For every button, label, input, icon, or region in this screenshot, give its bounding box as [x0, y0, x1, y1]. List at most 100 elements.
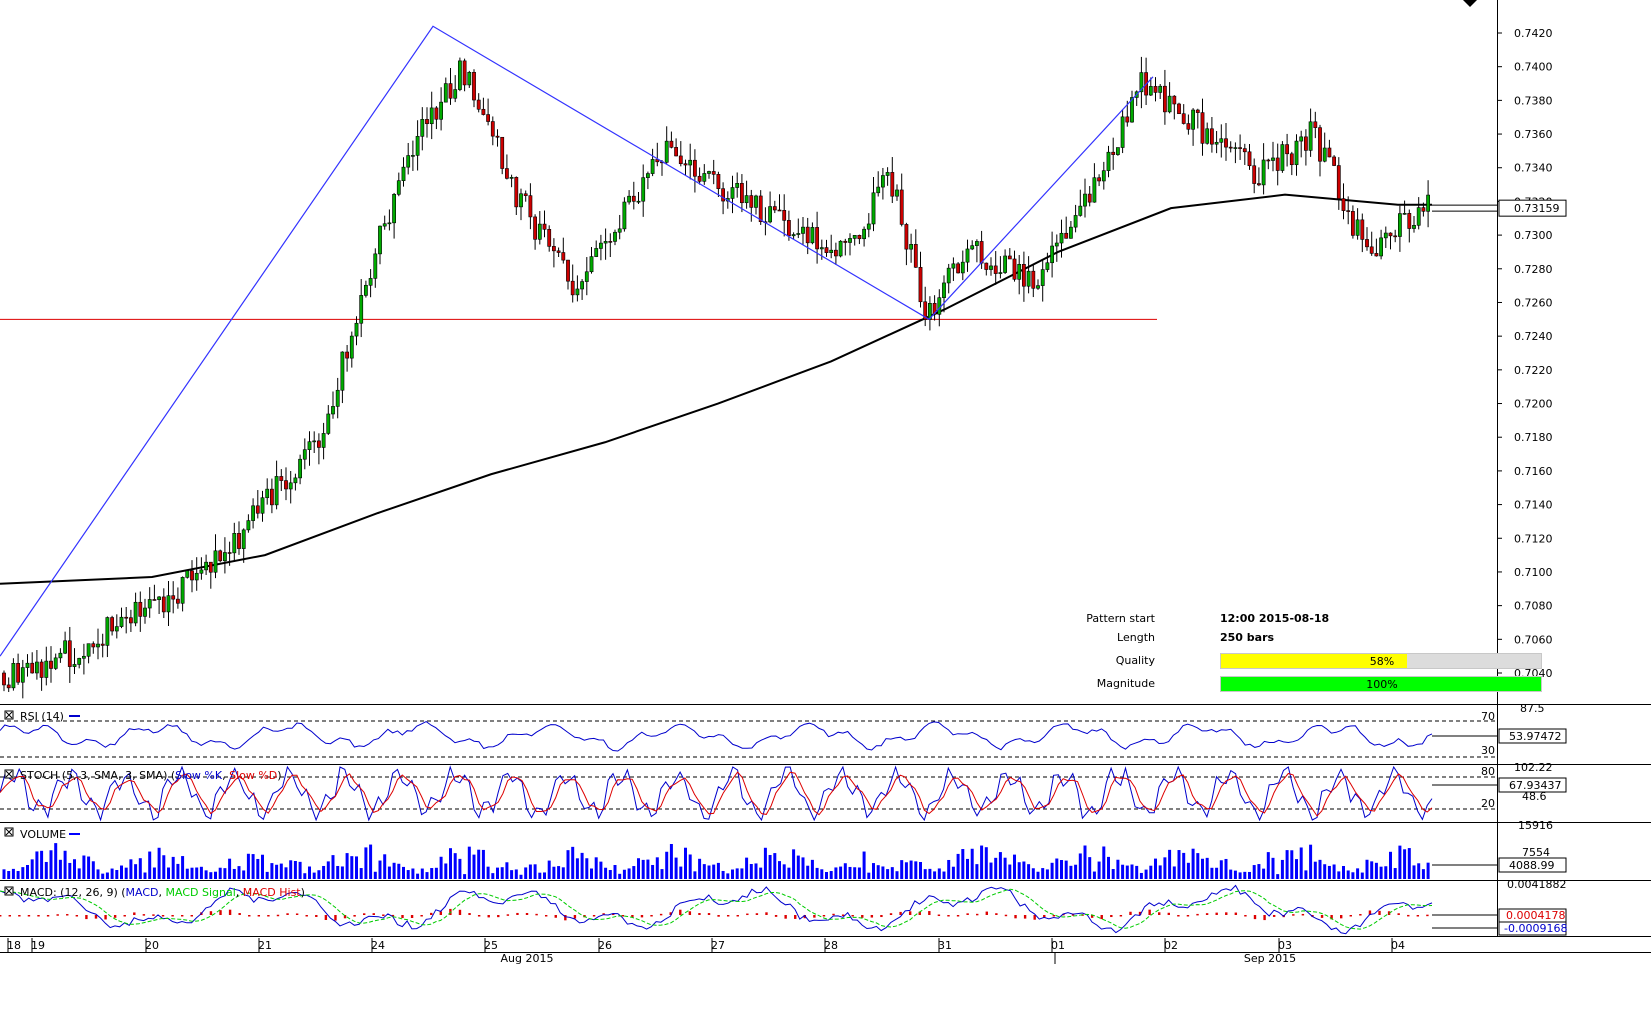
candle-body — [396, 180, 401, 195]
macd-top-label: 0.0041882 — [1507, 878, 1567, 891]
volume-bar — [937, 868, 941, 879]
candle-body — [974, 241, 979, 246]
candle-body — [110, 617, 115, 632]
candle-body — [608, 241, 613, 243]
volume-bar — [275, 864, 279, 879]
candle-body — [1003, 255, 1008, 273]
volume-bar — [463, 874, 467, 879]
volume-bar — [1027, 864, 1031, 879]
candle-body — [77, 657, 82, 665]
candle-body — [833, 249, 838, 257]
macd-hist-bar — [487, 915, 490, 918]
macd-hist-value: 0.0004178 — [1506, 909, 1566, 922]
stoch-panel: STOCH (5, 3, SMA, 3, SMA) (Slow %K, Slow… — [0, 761, 1567, 822]
candle-body — [913, 244, 918, 268]
candle-body — [1036, 285, 1040, 289]
volume-bar — [1346, 870, 1350, 879]
volume-bar — [1092, 871, 1096, 879]
macd-hist-bar — [430, 912, 433, 915]
candle-body — [923, 301, 928, 320]
volume-top-label: 15916 — [1518, 819, 1553, 832]
candle-body — [979, 241, 984, 264]
volume-bar — [199, 866, 203, 879]
macd-hist-bar — [554, 915, 557, 918]
macd-hist-bar — [573, 915, 577, 919]
macd-hist-bar — [267, 915, 270, 917]
candle-body — [1379, 237, 1384, 257]
candle-body — [223, 552, 227, 562]
candle-body — [1031, 270, 1036, 289]
volume-bar — [1083, 845, 1087, 879]
candle-body — [542, 223, 547, 230]
volume-bar — [1149, 865, 1153, 879]
volume-bar — [232, 868, 236, 879]
volume-bar — [810, 859, 814, 879]
macd-hist-bar — [650, 915, 653, 917]
macd-hist-bar — [324, 915, 328, 920]
volume-bar — [176, 863, 180, 879]
volume-bar — [820, 869, 824, 879]
candle-body — [509, 177, 514, 179]
price-axis: 0.74200.74000.73800.73600.73400.73200.73… — [1497, 27, 1553, 680]
candle-body — [1219, 138, 1224, 143]
candle-body — [157, 596, 162, 600]
macd-hist-bar — [8, 915, 11, 917]
candle-body — [824, 247, 829, 253]
volume-bar — [904, 862, 908, 879]
macd-hist-bar — [276, 914, 280, 917]
volume-bar — [270, 863, 274, 879]
volume-bar — [387, 866, 391, 879]
magnitude-label: Magnitude — [1096, 677, 1155, 690]
candle-body — [495, 135, 500, 138]
volume-bar — [340, 866, 344, 879]
volume-bar — [1309, 844, 1313, 879]
candle-body — [462, 60, 467, 86]
volume-bar — [524, 867, 528, 879]
volume-bar — [1102, 846, 1106, 879]
volume-bar — [11, 868, 15, 879]
volume-bar — [693, 871, 697, 879]
volume-bar — [1135, 865, 1139, 879]
candle-body — [796, 233, 801, 235]
volume-bar — [519, 874, 523, 879]
candle-body — [349, 335, 354, 359]
date-tick-label: 25 — [484, 939, 498, 952]
candle-body — [890, 172, 895, 197]
macd-hist-bar — [1292, 914, 1295, 916]
volume-bar — [1421, 869, 1425, 879]
rsi-top-label: 87.5 — [1520, 702, 1545, 715]
candle-body — [1101, 170, 1106, 182]
volume-bar — [355, 856, 358, 879]
macd-hist-bar — [85, 915, 88, 920]
volume-bar — [1262, 868, 1266, 879]
scroll-down-icon[interactable] — [1463, 0, 1477, 7]
volume-bar — [787, 867, 791, 879]
volume-bar — [491, 873, 495, 879]
current-price-marker: 0.73159 — [1432, 199, 1567, 217]
volume-bar — [453, 853, 457, 879]
candle-body — [326, 413, 331, 434]
candle-body — [124, 616, 129, 619]
volume-bar — [688, 854, 692, 879]
macd-hist-bar — [27, 915, 31, 917]
candle-body — [730, 187, 735, 199]
macd-hist-bar — [401, 915, 404, 919]
volume-bar — [698, 858, 702, 879]
volume-bar — [345, 853, 349, 879]
rsi-panel: RSI (14) 87.5 70 30 53.97472 — [0, 702, 1567, 758]
candle-body — [443, 83, 448, 103]
volume-bar — [998, 852, 1002, 879]
volume-bar — [956, 853, 960, 879]
quality-row: Quality 58% — [1100, 653, 1550, 673]
macd-hist-bar — [784, 915, 787, 919]
volume-bar — [651, 864, 655, 879]
price-marker-box — [1498, 199, 1567, 217]
candle-body — [843, 240, 848, 243]
macd-hist-bar — [171, 915, 174, 917]
volume-bar — [1327, 865, 1331, 879]
macd-hist-bar — [353, 915, 356, 917]
macd-hist-bar — [1349, 915, 1352, 917]
candle-body — [246, 520, 251, 531]
volume-bar — [242, 870, 246, 879]
volume-bar — [35, 851, 39, 879]
